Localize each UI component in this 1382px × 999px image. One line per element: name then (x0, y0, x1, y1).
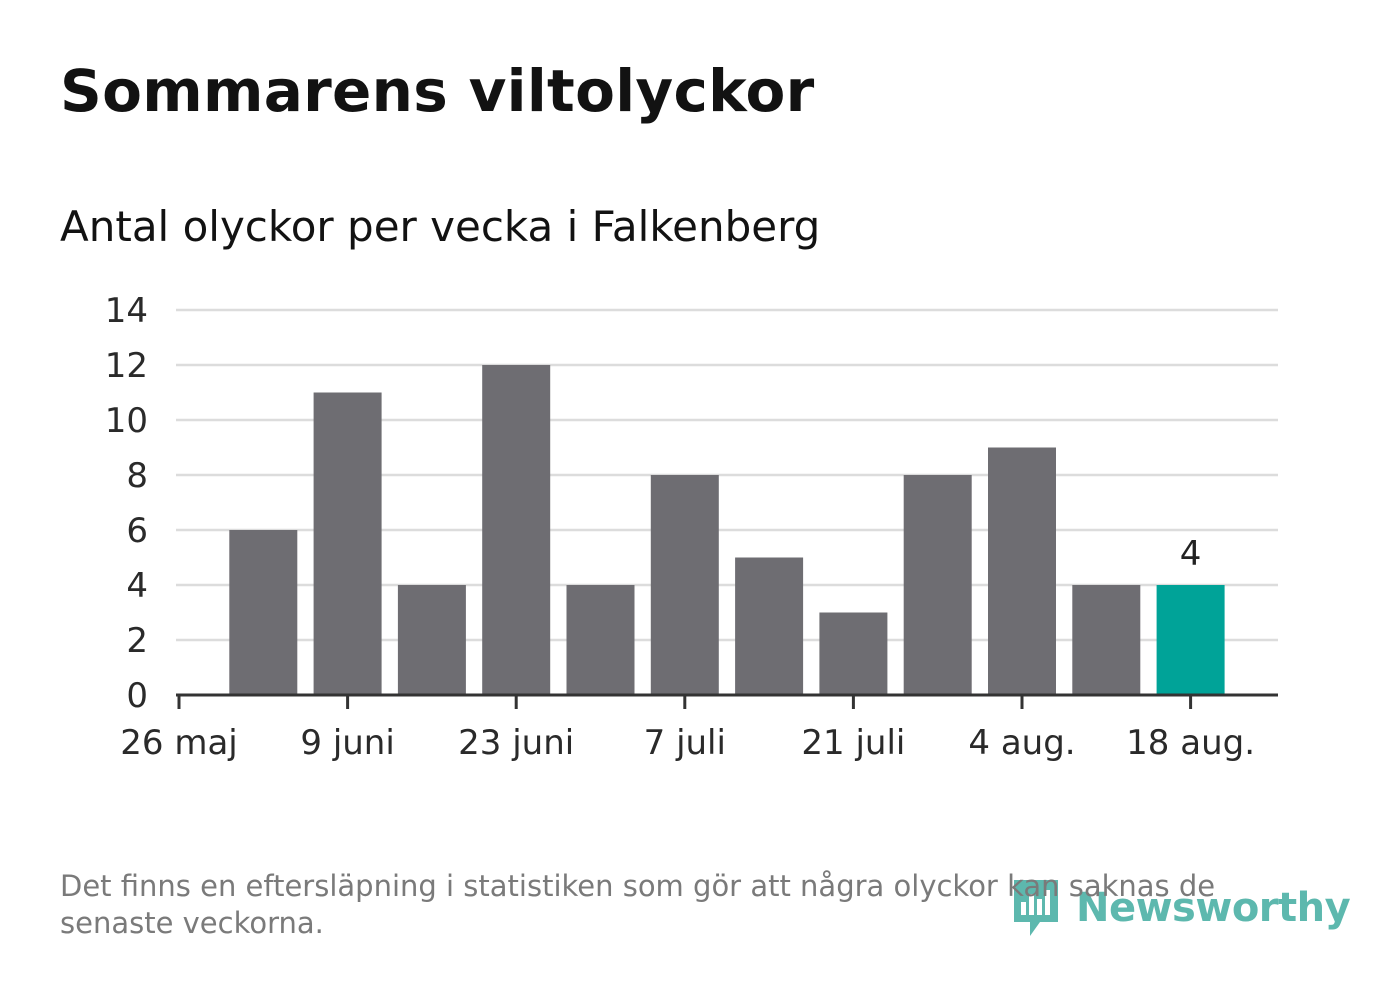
data-label: 4 (1180, 534, 1202, 574)
bar (1072, 585, 1141, 695)
x-tick-label: 18 aug. (1126, 723, 1255, 763)
y-tick-label: 4 (126, 566, 148, 606)
x-tick-label: 26 maj (120, 723, 237, 763)
bars (229, 365, 1225, 695)
y-tick-label: 0 (126, 676, 148, 716)
bar (819, 612, 888, 695)
x-tick-label: 4 aug. (968, 723, 1075, 763)
newsworthy-logo-icon (1014, 880, 1058, 936)
y-tick-label: 10 (105, 401, 148, 441)
x-tick-label: 7 juli (644, 723, 726, 763)
y-axis-ticks: 0 2 4 6 8 10 12 14 (105, 291, 148, 716)
y-tick-label: 6 (126, 511, 148, 551)
bar (903, 475, 972, 695)
bar (397, 585, 466, 695)
newsworthy-logo: Newsworthy (1010, 876, 1351, 940)
y-tick-label: 8 (126, 456, 148, 496)
chart-subtitle: Antal olyckor per vecka i Falkenberg (60, 202, 821, 251)
logo-text: Newsworthy (1076, 885, 1351, 931)
bar-highlight (1156, 585, 1225, 695)
bar (735, 557, 804, 695)
y-tick-label: 14 (105, 291, 148, 331)
x-tick-label: 21 juli (801, 723, 905, 763)
x-axis-ticks: 26 maj 9 juni 23 juni 7 juli 21 juli 4 aug. 18… (120, 695, 1255, 763)
bar (313, 392, 382, 695)
bar-chart: 0 2 4 6 8 10 12 14 26 maj 9 juni 23 juni 7 juli 21 … (105, 291, 1278, 763)
bar (988, 447, 1056, 695)
bar (566, 585, 635, 695)
data-labels: 4 (1180, 534, 1202, 574)
y-tick-label: 2 (126, 621, 148, 661)
x-tick-label: 23 juni (458, 723, 574, 763)
footnote: Det finns en eftersläpning i statistiken… (60, 869, 1216, 940)
bar (229, 530, 298, 695)
bar (482, 365, 551, 695)
bar (650, 475, 719, 695)
y-tick-label: 12 (105, 346, 148, 386)
chart-title: Sommarens viltolyckor (60, 57, 815, 125)
x-tick-label: 9 juni (300, 723, 394, 763)
